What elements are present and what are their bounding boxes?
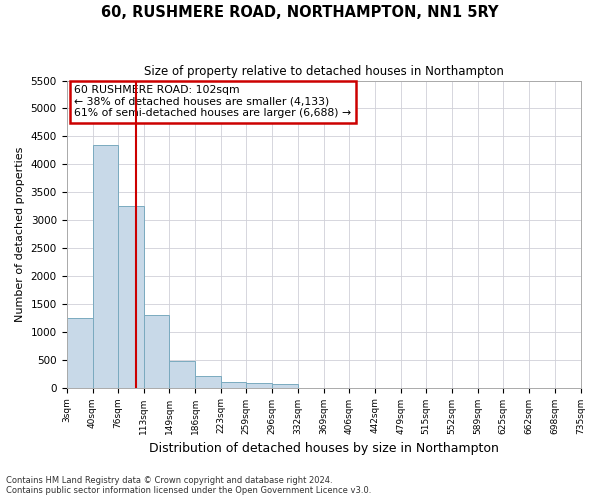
Text: 60 RUSHMERE ROAD: 102sqm
← 38% of detached houses are smaller (4,133)
61% of sem: 60 RUSHMERE ROAD: 102sqm ← 38% of detach…	[74, 85, 352, 118]
Y-axis label: Number of detached properties: Number of detached properties	[15, 146, 25, 322]
Bar	[67, 318, 92, 388]
Bar	[118, 206, 144, 388]
Title: Size of property relative to detached houses in Northampton: Size of property relative to detached ho…	[143, 65, 503, 78]
Bar	[195, 376, 221, 388]
X-axis label: Distribution of detached houses by size in Northampton: Distribution of detached houses by size …	[149, 442, 499, 455]
Bar	[144, 315, 169, 388]
Bar	[246, 383, 272, 388]
Bar	[221, 382, 246, 388]
Bar	[92, 144, 118, 388]
Bar	[169, 361, 195, 388]
Text: 60, RUSHMERE ROAD, NORTHAMPTON, NN1 5RY: 60, RUSHMERE ROAD, NORTHAMPTON, NN1 5RY	[101, 5, 499, 20]
Bar	[272, 384, 298, 388]
Text: Contains HM Land Registry data © Crown copyright and database right 2024.
Contai: Contains HM Land Registry data © Crown c…	[6, 476, 371, 495]
